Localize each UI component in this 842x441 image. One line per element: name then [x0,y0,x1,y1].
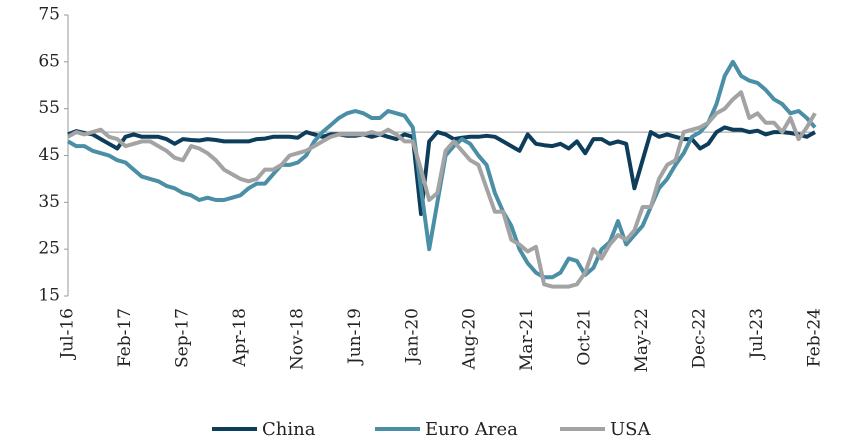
x-tick-label: Dec-22 [690,308,710,369]
x-tick-label: Apr-18 [230,308,250,368]
y-tick-label: 55 [38,98,60,118]
y-tick-label: 25 [38,239,60,259]
x-tick-label: Jul-23 [747,308,767,361]
x-tick-label: Feb-24 [805,308,825,367]
y-tick-label: 45 [38,145,60,165]
x-tick-label: Jan-20 [402,308,422,365]
series-line [67,90,817,289]
y-tick-label: 75 [38,5,60,25]
x-tick-label: Feb-17 [115,308,135,367]
y-tick-label: 15 [38,286,60,306]
x-tick-label: Sep-17 [172,308,192,368]
x-tick-label: Jun-19 [345,308,365,366]
x-tick-label: Mar-21 [517,308,537,371]
x-tick-label: Oct-21 [575,308,595,366]
x-tick-label: Aug-20 [460,308,480,370]
legend-label: USA [610,419,652,440]
x-tick-label: Jul-16 [58,308,78,361]
x-tick-label: Nov-18 [287,308,307,370]
x-tick-label: May-22 [632,308,652,373]
y-tick-label: 65 [38,51,60,71]
legend-label: China [262,419,316,440]
legend-label: Euro Area [425,419,518,440]
y-tick-label: 35 [38,192,60,212]
